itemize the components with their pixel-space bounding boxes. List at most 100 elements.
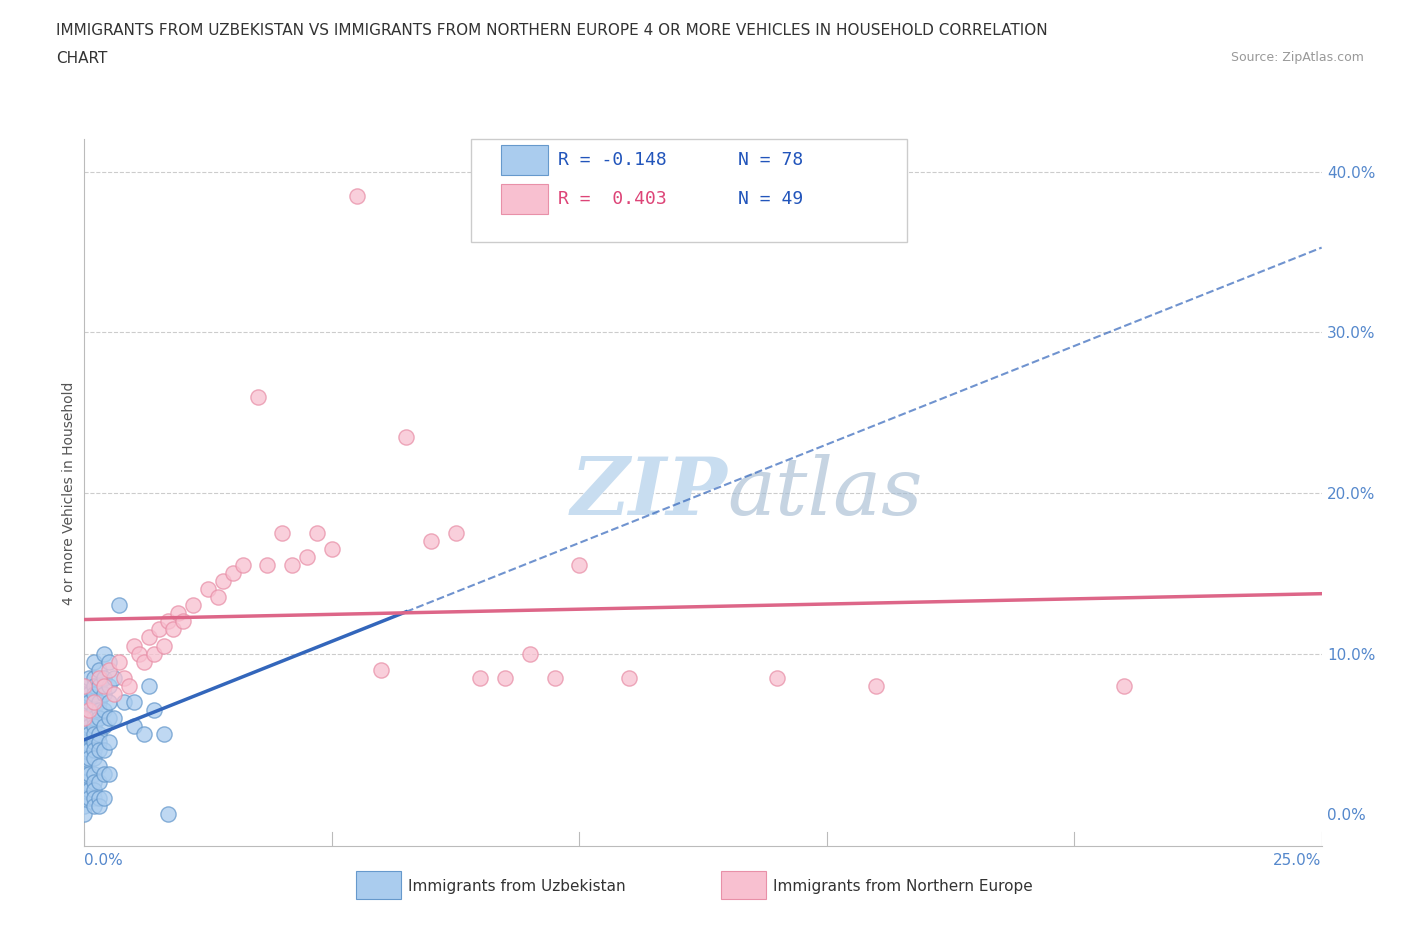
Point (73, 711, 96, 725)
Point (83, 702, 105, 717)
Point (281, 558, 304, 573)
Point (89, 726, 111, 741)
Point (122, 638, 145, 653)
Point (617, 671, 640, 685)
Point (543, 671, 565, 685)
Point (207, 590, 229, 604)
Point (79, 742, 101, 757)
Point (73, 751, 96, 765)
Point (152, 638, 174, 653)
Point (73, 735, 96, 750)
Point (256, 558, 278, 573)
Point (103, 686, 125, 701)
Point (73, 718, 96, 733)
Point (98, 654, 121, 669)
Point (519, 646, 541, 661)
Point (73, 790, 96, 805)
Point (83, 783, 105, 798)
Point (83, 790, 105, 805)
Text: IMMIGRANTS FROM UZBEKISTAN VS IMMIGRANTS FROM NORTHERN EUROPE 4 OR MORE VEHICLES: IMMIGRANTS FROM UZBEKISTAN VS IMMIGRANTS… (56, 23, 1047, 38)
Point (73, 766, 96, 781)
Point (73, 759, 96, 774)
Point (73, 711, 96, 725)
Text: R =  0.403: R = 0.403 (558, 190, 666, 208)
Point (181, 598, 204, 613)
Point (93, 686, 115, 701)
Point (370, 662, 392, 677)
Point (73, 726, 96, 741)
Point (346, 188, 368, 203)
Point (93, 678, 115, 693)
Point (83, 751, 105, 765)
Point (321, 541, 343, 556)
Point (93, 718, 115, 733)
Point (444, 525, 467, 540)
Point (295, 550, 318, 565)
Point (93, 671, 115, 685)
Point (83, 654, 105, 669)
Point (83, 799, 105, 814)
Point (83, 671, 105, 685)
Point (89, 790, 111, 805)
Point (132, 726, 155, 741)
Point (112, 671, 135, 685)
Point (118, 678, 141, 693)
Point (89, 742, 111, 757)
Point (419, 534, 441, 549)
Point (93, 766, 115, 781)
Point (79, 686, 101, 701)
Point (89, 671, 111, 685)
Text: N = 78: N = 78 (738, 151, 803, 169)
Point (89, 695, 111, 710)
Y-axis label: 4 or more Vehicles in Household: 4 or more Vehicles in Household (62, 381, 76, 604)
Point (89, 662, 111, 677)
Point (79, 702, 101, 717)
Point (246, 389, 269, 404)
Point (83, 726, 105, 741)
Point (157, 614, 180, 629)
Point (142, 702, 165, 717)
Point (89, 759, 111, 774)
Point (89, 799, 111, 814)
Point (73, 742, 96, 757)
Point (162, 622, 184, 637)
Point (73, 695, 96, 710)
Point (73, 775, 96, 790)
Point (83, 678, 105, 693)
Point (73, 702, 96, 717)
Point (98, 735, 121, 750)
Point (98, 662, 121, 677)
Point (89, 678, 111, 693)
Point (73, 686, 96, 701)
Point (83, 695, 105, 710)
Point (89, 775, 111, 790)
Point (79, 751, 101, 765)
Point (157, 806, 180, 821)
Point (79, 766, 101, 781)
Point (79, 671, 101, 685)
Text: Immigrants from Northern Europe: Immigrants from Northern Europe (773, 879, 1033, 894)
Point (93, 702, 115, 717)
Text: Source: ZipAtlas.com: Source: ZipAtlas.com (1230, 51, 1364, 64)
Point (73, 799, 96, 814)
Point (305, 525, 328, 540)
Point (108, 598, 131, 613)
Text: R = -0.148: R = -0.148 (558, 151, 666, 169)
Text: atlas: atlas (728, 454, 924, 532)
Point (172, 614, 194, 629)
Point (122, 718, 145, 733)
Point (98, 695, 121, 710)
Point (103, 671, 125, 685)
Point (83, 742, 105, 757)
Point (138, 630, 160, 644)
Point (73, 678, 96, 693)
Point (148, 622, 170, 637)
Point (79, 718, 101, 733)
Point (89, 702, 111, 717)
Point (83, 766, 105, 781)
Point (197, 582, 219, 597)
Point (142, 646, 165, 661)
Point (93, 646, 115, 661)
Point (766, 671, 789, 685)
Point (152, 726, 174, 741)
